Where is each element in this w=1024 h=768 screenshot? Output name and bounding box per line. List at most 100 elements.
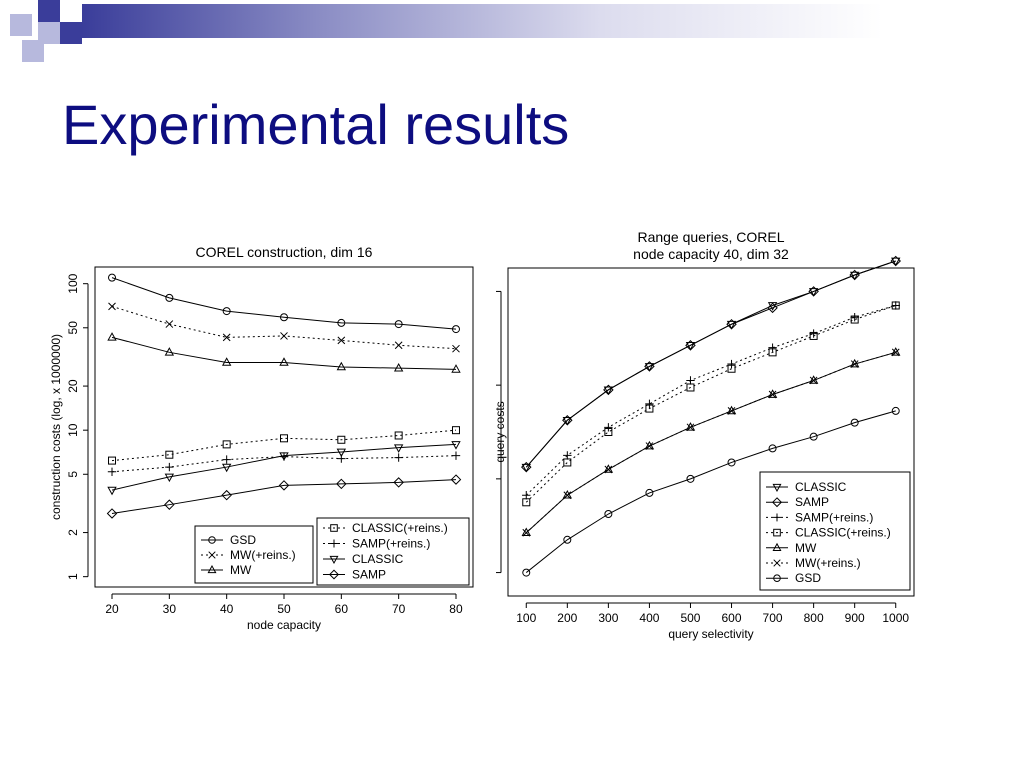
y-tick-label: 100 (66, 273, 80, 293)
data-point (727, 458, 736, 467)
legend-item: MW (201, 563, 252, 577)
deco-square-light (38, 22, 60, 44)
legend-item: CLASSIC(+reins.) (766, 526, 891, 540)
data-point (727, 364, 736, 373)
data-point (521, 527, 531, 537)
legend-item: CLASSIC(+reins.) (323, 521, 448, 535)
legend-label: SAMP (795, 495, 829, 509)
legend-label: CLASSIC(+reins.) (795, 526, 891, 540)
slide-title: Experimental results (62, 93, 570, 156)
series-classic (521, 257, 901, 473)
data-point (107, 467, 117, 476)
data-point (164, 473, 175, 483)
series-mw (107, 332, 461, 373)
data-point (891, 347, 901, 356)
x-tick-label: 40 (220, 602, 234, 616)
data-point (768, 444, 777, 453)
data-point (686, 383, 695, 392)
data-point (768, 343, 777, 352)
data-point (337, 336, 346, 345)
data-point (106, 508, 118, 519)
data-point (645, 442, 654, 450)
data-point (280, 434, 288, 443)
y-tick-label: 2 (66, 529, 80, 536)
y-tick-label: 6000 (490, 559, 493, 586)
data-point (604, 423, 613, 432)
data-point (221, 489, 232, 501)
legend-swatch-marker (773, 528, 781, 537)
data-point (336, 361, 347, 371)
y-tick-label: 1 (66, 573, 80, 580)
data-point (850, 360, 859, 368)
corner-decoration (0, 0, 1024, 64)
series-mw-reins (108, 302, 460, 353)
data-point (685, 422, 696, 431)
data-point (686, 423, 695, 432)
data-point (394, 341, 403, 350)
series-line (525, 351, 896, 534)
data-point (522, 568, 531, 577)
x-tick-label: 900 (845, 611, 865, 625)
legend-item: CLASSIC (323, 552, 404, 566)
data-point (563, 458, 572, 467)
series-samp (106, 474, 462, 519)
legend-label: GSD (795, 571, 821, 585)
x-axis: 100 200 300 400 500 600 700 800 900 1000 query sel… (516, 602, 909, 641)
data-point (604, 465, 613, 474)
legend-label: SAMP (352, 568, 386, 582)
legend-item: SAMP(+reins.) (766, 510, 873, 524)
data-point (393, 444, 404, 453)
data-point (891, 301, 900, 310)
series-line (111, 277, 457, 330)
data-point (394, 431, 403, 440)
data-point (849, 358, 860, 368)
data-point (451, 325, 460, 334)
y-tick-label: 10000 (490, 462, 493, 496)
construction-chart: COREL construction, dim 16 20 30 40 50 60 70 80… (50, 244, 474, 632)
series-gsd (522, 406, 900, 577)
series-line (111, 336, 457, 370)
legend-swatch-marker (207, 565, 217, 574)
data-point (644, 361, 655, 372)
x-tick-label: 600 (722, 611, 742, 625)
legend-label: CLASSIC(+reins.) (352, 521, 448, 535)
data-point (107, 486, 117, 496)
data-point (809, 329, 818, 338)
series-classic-reins (522, 301, 900, 507)
x-tick-label: 100 (516, 611, 536, 625)
data-point (278, 480, 290, 491)
data-point (767, 302, 778, 314)
legend: CLASSIC(+reins.) SAMP(+reins.)CLASSIC SAMP (316, 517, 470, 586)
data-point (604, 510, 613, 518)
legend-box (194, 525, 314, 584)
data-point (726, 405, 737, 415)
data-point (279, 452, 289, 461)
data-point (604, 428, 613, 436)
x-tick-label: 700 (763, 611, 783, 625)
legend-swatch-marker (772, 542, 782, 551)
x-tick-label: 50 (277, 602, 291, 616)
series-gsd (108, 273, 460, 334)
deco-square-light (22, 40, 44, 62)
data-point (726, 318, 737, 330)
x-tick-label: 500 (680, 611, 700, 625)
data-point (891, 406, 900, 415)
series-mw-reins (522, 348, 900, 537)
data-point (279, 357, 289, 366)
legend-item: SAMP (323, 568, 386, 582)
legend-label: MW(+reins.) (795, 556, 861, 570)
data-point (221, 357, 232, 366)
legend-item: SAMP(+reins.) (323, 537, 430, 551)
data-point (451, 426, 460, 435)
deco-square-light (10, 14, 32, 36)
legend-swatch-marker (773, 574, 781, 583)
legend-item: SAMP (766, 495, 829, 509)
data-point (562, 415, 573, 426)
legend-box (316, 517, 470, 586)
legend-item: GSD (201, 533, 256, 547)
y-tick-label: 20 (66, 379, 80, 393)
legend-swatch-marker (208, 536, 216, 544)
data-point (849, 269, 860, 281)
